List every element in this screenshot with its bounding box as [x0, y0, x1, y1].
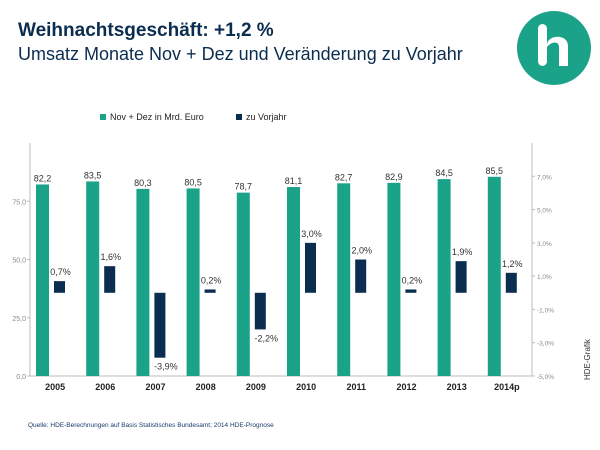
bar-sales: [337, 183, 351, 376]
x-tick-label: 2011: [347, 382, 367, 392]
bar-change-label: 1,2%: [502, 259, 523, 269]
x-tick-label: 2008: [196, 382, 216, 392]
bar-sales: [287, 187, 300, 376]
credit-label: HDE-Grafik: [583, 338, 592, 380]
legend-label-sales: Nov + Dez in Mrd. Euro: [110, 112, 204, 122]
bar-sales: [86, 181, 100, 376]
bar-change-label: 0,2%: [201, 275, 222, 285]
legend-swatch-change: [236, 114, 242, 120]
chart-title: Weihnachtsgeschäft: +1,2 %: [18, 20, 274, 41]
source-note: Quelle: HDE-Berechnungen auf Basis Stati…: [28, 422, 274, 429]
legend-label-change: zu Vorjahr: [246, 112, 287, 122]
x-tick-label: 2014p: [494, 382, 520, 392]
y-right-tick-label: -3,0%: [537, 341, 554, 348]
hde-logo-icon: [517, 11, 591, 85]
bar-change: [355, 259, 367, 293]
bar-change-label: -3,9%: [154, 362, 178, 372]
y-right-tick-label: 5,0%: [537, 208, 552, 215]
bar-change-label: 0,7%: [50, 267, 71, 277]
x-tick-label: 2013: [447, 382, 467, 392]
bar-change: [104, 266, 116, 293]
bar-change: [54, 281, 65, 293]
bar-sales-label: 80,5: [184, 177, 202, 187]
bar-sales-label: 85,5: [486, 166, 504, 176]
bar-change-label: 1,6%: [100, 252, 121, 262]
bar-sales: [387, 182, 401, 376]
bar-change: [154, 292, 166, 358]
bar-change: [455, 261, 467, 293]
bar-change: [204, 289, 216, 293]
bar-sales-label: 78,7: [235, 182, 253, 192]
bar-sales-label: 81,1: [285, 176, 303, 186]
bar-sales: [186, 188, 200, 376]
bar-sales-label: 82,7: [335, 172, 353, 182]
y-left-tick-label: 0,0: [16, 374, 26, 381]
x-tick-label: 2007: [145, 382, 165, 392]
bar-sales: [236, 192, 250, 376]
bar-sales-label: 82,2: [34, 173, 52, 183]
chart-legend: Nov + Dez in Mrd. Euro zu Vorjahr: [0, 112, 600, 128]
bar-sales: [136, 188, 150, 376]
y-right-tick-label: -5,0%: [537, 374, 554, 381]
bar-sales: [487, 176, 501, 376]
bar-change: [505, 272, 517, 293]
x-tick-label: 2009: [246, 382, 266, 392]
y-left-tick-label: 50,0: [12, 258, 26, 265]
y-right-tick-label: 1,0%: [537, 274, 552, 281]
x-tick-label: 2006: [95, 382, 115, 392]
y-left-tick-label: 25,0: [12, 316, 26, 323]
y-right-tick-label: 3,0%: [537, 241, 552, 248]
bar-sales-label: 80,3: [134, 178, 152, 188]
bar-change-label: 2,0%: [351, 246, 372, 256]
chart-subtitle: Umsatz Monate Nov + Dez und Veränderung …: [18, 44, 463, 64]
bar-change-label: -2,2%: [255, 333, 279, 343]
x-tick-label: 2005: [45, 382, 65, 392]
bar-change: [405, 289, 417, 293]
bar-change-label: 3,0%: [301, 229, 322, 239]
bar-sales-label: 84,5: [435, 168, 453, 178]
bar-sales-label: 83,5: [84, 170, 102, 180]
bar-sales: [36, 184, 49, 376]
y-right-tick-label: 7,0%: [537, 174, 552, 181]
legend-item-change: zu Vorjahr: [236, 112, 287, 122]
x-tick-label: 2012: [396, 382, 416, 392]
bar-change: [254, 292, 266, 330]
y-left-tick-label: 75,0: [12, 199, 26, 206]
x-tick-label: 2010: [296, 382, 316, 392]
bar-change-label: 0,2%: [402, 275, 423, 285]
bar-sales: [437, 179, 451, 376]
bar-change: [305, 242, 316, 293]
legend-item-sales: Nov + Dez in Mrd. Euro: [100, 112, 204, 122]
bar-change-label: 1,9%: [452, 247, 473, 257]
legend-swatch-sales: [100, 114, 106, 120]
y-right-tick-label: -1,0%: [537, 307, 554, 314]
bar-sales-label: 82,9: [385, 172, 403, 182]
